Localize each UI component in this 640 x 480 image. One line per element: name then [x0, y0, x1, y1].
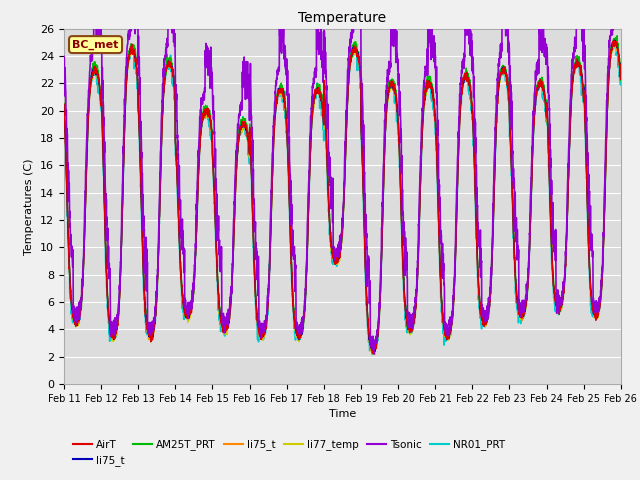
- Text: BC_met: BC_met: [72, 39, 119, 50]
- X-axis label: Time: Time: [329, 409, 356, 419]
- Y-axis label: Temperatures (C): Temperatures (C): [24, 158, 35, 255]
- Legend: AirT, li75_t, AM25T_PRT, li75_t, li77_temp, Tsonic, NR01_PRT: AirT, li75_t, AM25T_PRT, li75_t, li77_te…: [69, 435, 509, 470]
- Title: Temperature: Temperature: [298, 11, 387, 25]
